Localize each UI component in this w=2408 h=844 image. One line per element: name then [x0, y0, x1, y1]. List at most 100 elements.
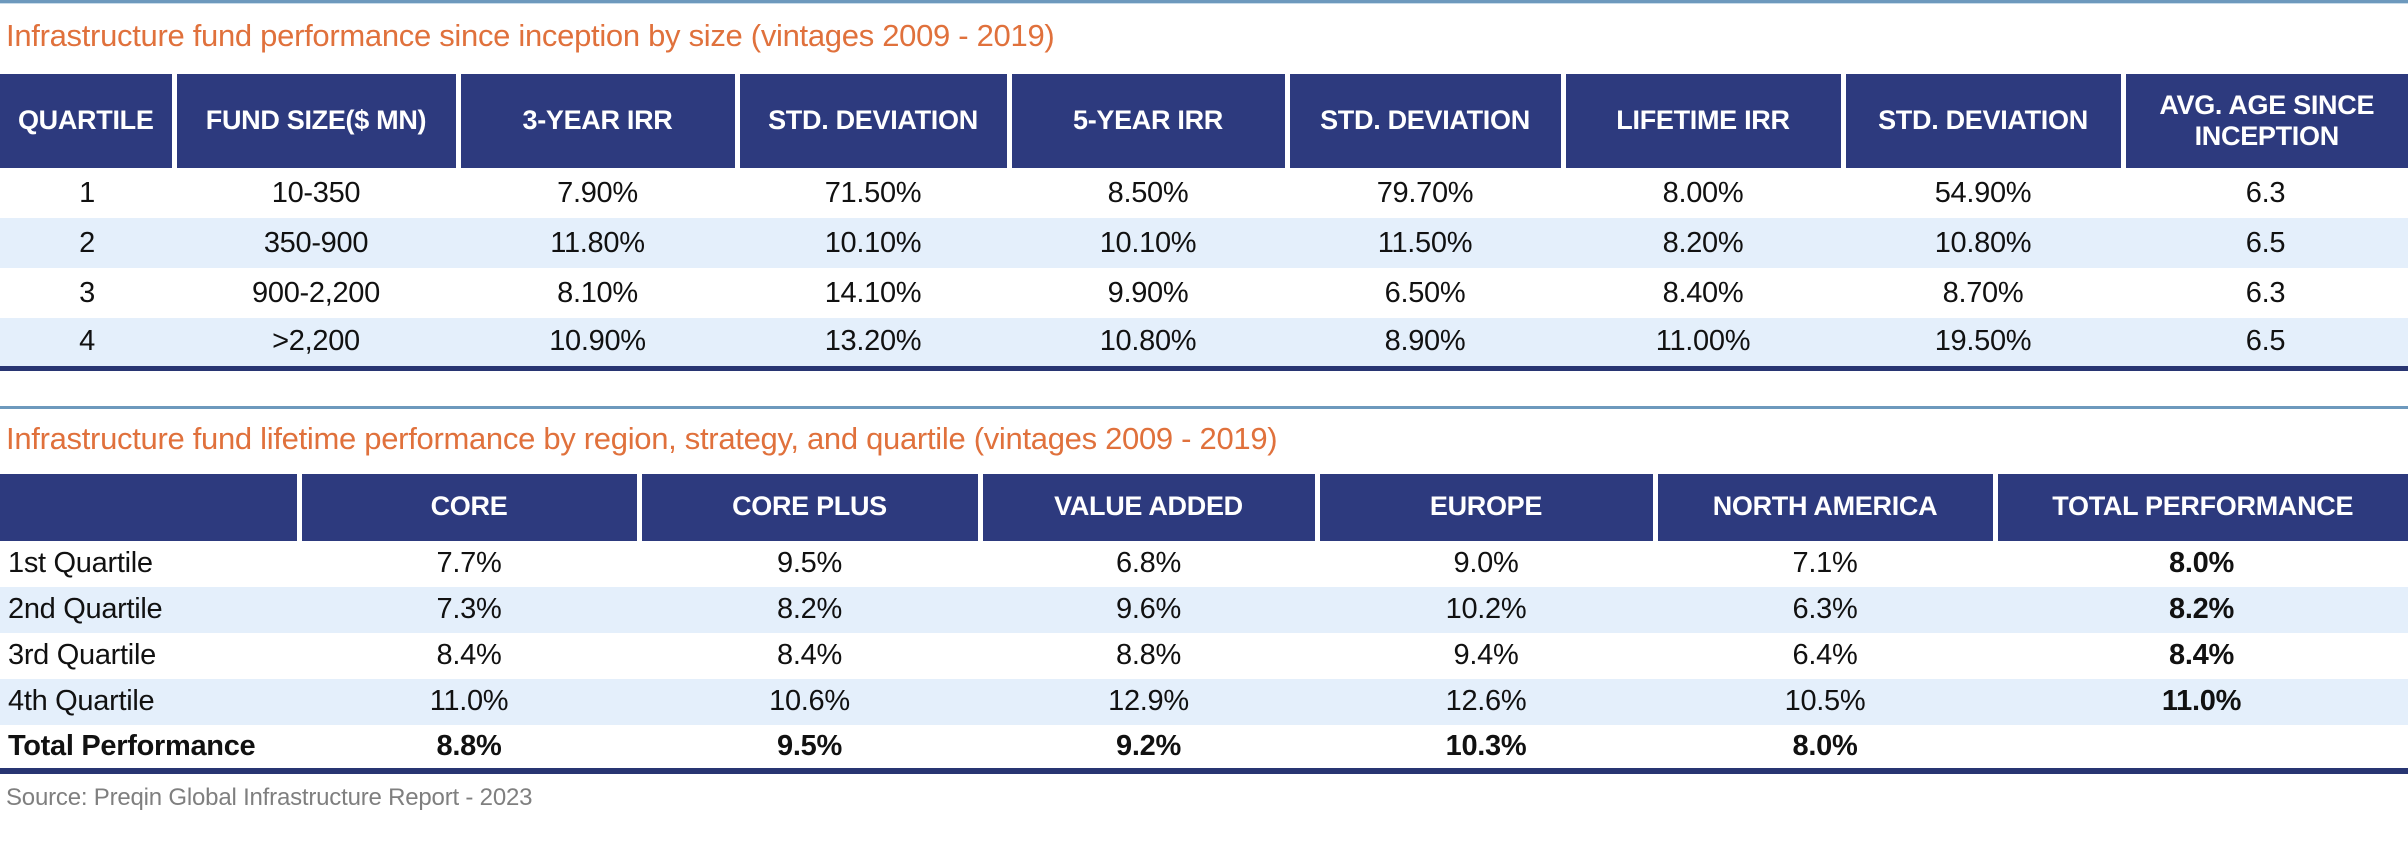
row-label-cell: 4th Quartile	[8, 685, 155, 717]
table-cell: 7.1%	[1792, 547, 1858, 579]
table-cell: 8.50%	[1107, 176, 1189, 209]
row-label-cell: 2nd Quartile	[8, 593, 163, 625]
table-cell: 8.40%	[1662, 276, 1744, 309]
column-header: QUARTILE	[0, 74, 174, 168]
table-cell	[1995, 725, 2408, 771]
table-cell: 2	[79, 226, 95, 259]
table-cell: 11.0%	[429, 685, 509, 717]
column-header: NORTH AMERICA	[1652, 473, 1995, 541]
table-cell: 4	[79, 325, 95, 358]
table-cell: 11.80%	[550, 226, 645, 259]
column-header: FUND SIZE($ MN)	[171, 74, 458, 168]
table-cell: 12.9%	[1108, 685, 1189, 717]
table-cell: 6.3%	[1792, 593, 1858, 625]
table-cell: 13.20%	[824, 325, 922, 358]
table-row: 1st Quartile 7.7% 9.5% 6.8% 9.0% 7.1% 8.0%	[0, 541, 2408, 587]
table-cell: 6.5	[2245, 226, 2286, 259]
section-divider-line	[0, 405, 2408, 409]
table-row: Total Performance 8.8% 9.5% 9.2% 10.3% 8.0%	[0, 725, 2408, 771]
table-cell: 10.5%	[1784, 685, 1866, 717]
fund-performance-by-size-table: QUARTILE FUND SIZE($ MN) 3-YEAR IRR STD. DE…	[0, 74, 2408, 371]
table-row: 3 900-2,200 8.10% 14.10% 9.90% 6.50% 8.40% 8.70…	[0, 268, 2408, 318]
table-cell: 8.4%	[777, 639, 842, 671]
table-cell: 7.3%	[436, 593, 502, 625]
table-cell: 3	[79, 276, 95, 309]
table-cell: 8.4%	[2169, 639, 2234, 671]
table-cell: 9.4%	[1453, 639, 1519, 671]
table-cell: 6.8%	[1116, 547, 1181, 579]
table-cell: 10.6%	[769, 685, 850, 717]
table-cell: 6.3	[2245, 176, 2286, 209]
header-row: CORE CORE PLUS VALUE ADDED EUROPE NORTH AMER…	[0, 473, 2408, 541]
table-cell: 10.10%	[824, 226, 922, 259]
table-row: 3rd Quartile 8.4% 8.4% 8.8% 9.4% 6.4% 8.4%	[0, 633, 2408, 679]
table-cell: 10.2%	[1445, 593, 1527, 625]
table-cell: 7.7%	[436, 547, 502, 579]
table2-title: Infrastructure fund lifetime performance…	[6, 420, 1278, 456]
table-cell: 8.90%	[1384, 325, 1466, 358]
table-cell: 8.70%	[1942, 276, 2024, 309]
column-header: STD. DEVIATION	[734, 74, 1009, 168]
table-cell: 11.0%	[2161, 685, 2242, 717]
table-cell: 7.90%	[557, 176, 638, 209]
table-cell: 10.80%	[1934, 226, 2032, 259]
table-cell: 8.0%	[1792, 729, 1858, 762]
table-cell: 8.8%	[436, 729, 502, 762]
table-cell: 9.0%	[1453, 547, 1519, 579]
table-cell: 10.10%	[1099, 226, 1197, 259]
table-cell: 1	[79, 176, 95, 209]
table-row: 1 10-350 7.90% 71.50% 8.50% 79.70% 8.00% 54.90%…	[0, 168, 2408, 218]
lifetime-performance-by-region-strategy-table: CORE CORE PLUS VALUE ADDED EUROPE NORTH AMER…	[0, 473, 2408, 774]
table-cell: 11.50%	[1377, 226, 1473, 259]
column-header: TOTAL PERFORMANCE	[1992, 473, 2408, 541]
column-header: 5-YEAR IRR	[1006, 74, 1287, 168]
table-row: 4th Quartile 11.0% 10.6% 12.9% 12.6% 10.5% 11.…	[0, 678, 2408, 725]
table-row: 2 350-900 11.80% 10.10% 10.10% 11.50% 8.20% 10.…	[0, 218, 2408, 268]
table-cell: 10.80%	[1099, 325, 1197, 358]
top-divider-line	[0, 0, 2408, 4]
column-header: CORE PLUS	[636, 473, 980, 541]
table-cell: 9.5%	[777, 547, 842, 579]
table-cell: 8.0%	[2169, 547, 2234, 579]
table-cell: 9.6%	[1116, 593, 1181, 625]
header-row: QUARTILE FUND SIZE($ MN) 3-YEAR IRR STD. DE…	[0, 74, 2408, 168]
column-header: AVG. AGE SINCE INCEPTION	[2120, 74, 2408, 168]
column-header: VALUE ADDED	[977, 473, 1317, 541]
table-cell: 54.90%	[1934, 176, 2032, 209]
table-cell: 8.00%	[1662, 176, 1744, 209]
table-cell: 900-2,200	[252, 276, 380, 309]
table-cell: 11.00%	[1655, 325, 1751, 358]
table-cell: 8.10%	[557, 276, 638, 309]
table-cell: 10-350	[271, 176, 361, 209]
table-cell: 8.8%	[1116, 639, 1181, 671]
table-cell: 8.2%	[2169, 593, 2234, 625]
column-header	[0, 473, 299, 541]
table-cell: 6.50%	[1384, 276, 1466, 309]
row-label-cell: Total Performance	[8, 729, 256, 762]
row-label-cell: 3rd Quartile	[8, 639, 156, 671]
table-cell: 71.50%	[824, 176, 922, 209]
column-header: LIFETIME IRR	[1560, 74, 1843, 168]
table-row: 2nd Quartile 7.3% 8.2% 9.6% 10.2% 6.3% 8.2%	[0, 586, 2408, 633]
column-header: STD. DEVIATION	[1840, 74, 2123, 168]
table-cell: 10.90%	[549, 325, 646, 358]
table-cell: 9.2%	[1116, 729, 1181, 762]
table-row: 4 >2,200 10.90% 13.20% 10.80% 8.90% 11.00% 19.5…	[0, 318, 2408, 368]
column-header: CORE	[296, 473, 639, 541]
table-cell: 79.70%	[1376, 176, 1474, 209]
table-cell: 9.5%	[777, 729, 842, 762]
row-label-cell: 1st Quartile	[8, 547, 153, 579]
table-cell: 12.6%	[1445, 685, 1527, 717]
column-header: STD. DEVIATION	[1284, 74, 1563, 168]
table-cell: 350-900	[263, 226, 369, 259]
table-cell: 8.2%	[777, 593, 842, 625]
table-cell: 6.3	[2245, 276, 2286, 309]
table-cell: 8.4%	[436, 639, 502, 671]
table-cell: 8.20%	[1662, 226, 1744, 259]
table-cell: 14.10%	[824, 276, 922, 309]
table-cell: 6.4%	[1792, 639, 1858, 671]
table1-title: Infrastructure fund performance since in…	[6, 18, 1055, 53]
column-header: EUROPE	[1314, 473, 1655, 541]
table-cell: 9.90%	[1107, 276, 1189, 309]
source-note: Source: Preqin Global Infrastructure Rep…	[6, 783, 533, 811]
